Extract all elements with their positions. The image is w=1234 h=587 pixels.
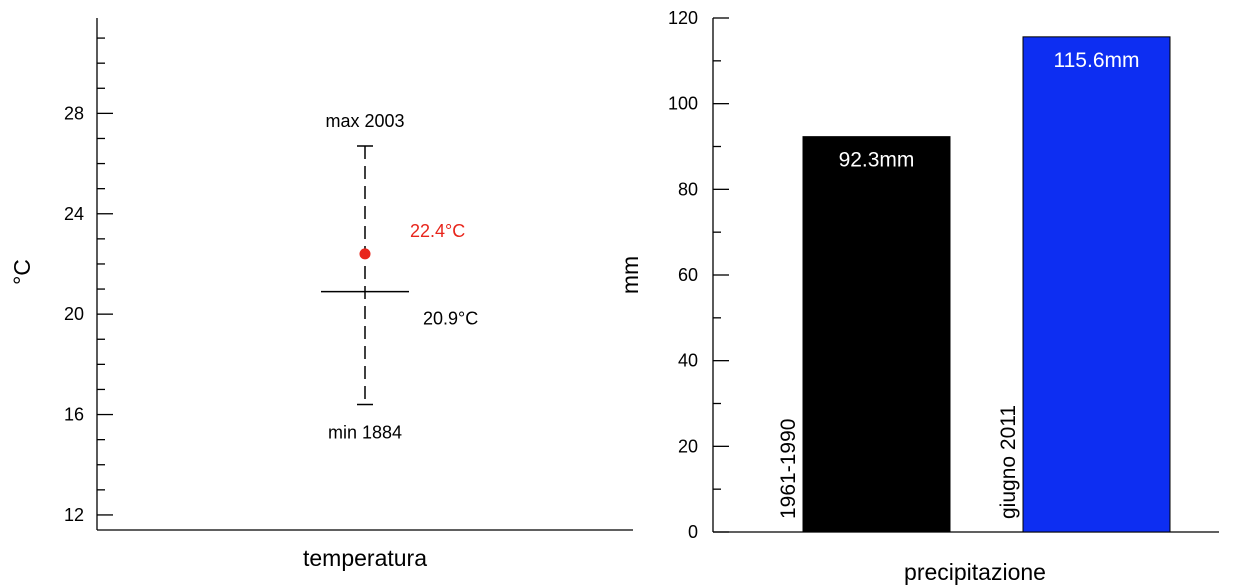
- precipitation-category-label: 1961-1990: [777, 419, 800, 519]
- temperature-tick-label: 16: [64, 405, 84, 425]
- precipitation-chart: 0 20 40 60 80 100 120 mm precipitazione 92.3mm…: [617, 8, 1219, 585]
- temperature-observed-point: [359, 248, 371, 260]
- precipitation-tick-label: 100: [668, 94, 698, 114]
- temperature-chart: 12 16 20 24 28 °C temperatura max 2003 min 1…: [9, 18, 633, 571]
- precipitation-y-axis-title: mm: [617, 256, 643, 294]
- temperature-y-axis-title: °C: [9, 259, 35, 285]
- precipitation-tick-label: 20: [678, 436, 698, 456]
- temperature-min-label: min 1884: [328, 423, 402, 443]
- precipitation-bars: 92.3mm 1961-1990 115.6mm giugno 2011: [777, 36, 1171, 533]
- temperature-observed-label: 22.4°C: [410, 221, 465, 241]
- temperature-y-ticks: 12 16 20 24 28: [64, 37, 113, 525]
- precipitation-tick-label: 40: [678, 351, 698, 371]
- precipitation-bar-value-label: 92.3mm: [839, 149, 915, 172]
- precipitation-tick-label: 120: [668, 8, 698, 28]
- precipitation-tick-label: 0: [688, 522, 698, 542]
- temperature-marks: max 2003 min 1884 20.9°C 22.4°C: [321, 111, 478, 443]
- precipitation-bar-value-label: 115.6mm: [1054, 49, 1140, 72]
- precipitation-bar: [1022, 36, 1171, 533]
- temperature-tick-label: 20: [64, 304, 84, 324]
- precipitation-category-label: giugno 2011: [997, 405, 1020, 519]
- precipitation-bar: [802, 136, 951, 533]
- temperature-x-axis-title: temperatura: [303, 545, 427, 571]
- precipitation-x-axis-title: precipitazione: [904, 559, 1046, 585]
- temperature-max-label: max 2003: [325, 111, 404, 131]
- precipitation-y-ticks: 0 20 40 60 80 100 120: [668, 8, 729, 542]
- temperature-tick-label: 24: [64, 204, 84, 224]
- temperature-tick-label: 12: [64, 505, 84, 525]
- temperature-tick-label: 28: [64, 103, 84, 123]
- precipitation-tick-label: 80: [678, 179, 698, 199]
- temperature-mean-label: 20.9°C: [423, 309, 478, 329]
- precipitation-tick-label: 60: [678, 265, 698, 285]
